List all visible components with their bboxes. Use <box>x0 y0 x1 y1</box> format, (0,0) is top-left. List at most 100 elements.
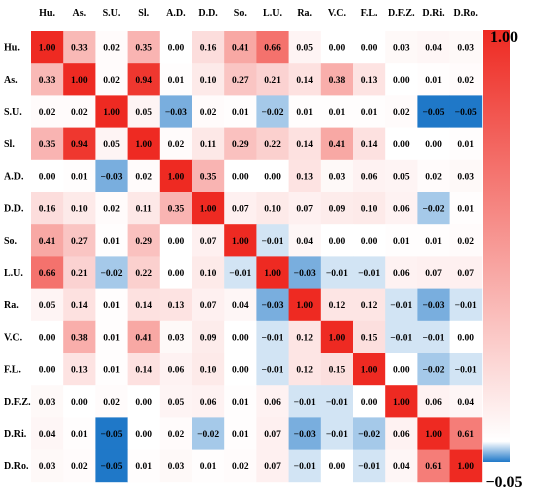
column-label: L.U. <box>263 8 282 19</box>
heatmap-cell <box>320 320 354 354</box>
cell-value: 0.00 <box>329 44 346 54</box>
heatmap-cell <box>320 353 354 386</box>
heatmap-cell <box>31 224 64 257</box>
heatmap-cell <box>95 63 128 96</box>
cell-value: 0.27 <box>232 76 249 86</box>
heatmap-cell <box>159 256 193 289</box>
cell-value: 0.12 <box>361 301 378 311</box>
heatmap-cell <box>31 353 64 386</box>
heatmap-cell <box>224 353 257 386</box>
cell-value: 1.00 <box>361 366 378 376</box>
heatmap-cell <box>63 224 96 257</box>
cell-value: 0.01 <box>457 205 474 215</box>
cell-value: 0.04 <box>39 430 56 440</box>
cell-value: 0.00 <box>393 140 410 150</box>
cell-value: 0.03 <box>168 462 185 472</box>
cell-value: 0.10 <box>361 205 378 215</box>
heatmap-cell <box>63 159 96 193</box>
heatmap-cell <box>95 159 128 193</box>
cell-value: 0.16 <box>200 44 217 54</box>
cell-value: 0.06 <box>393 430 410 440</box>
heatmap-cell <box>417 95 450 128</box>
cell-value: 0.05 <box>296 44 313 54</box>
heatmap-cell <box>224 192 257 225</box>
heatmap-cell <box>256 320 289 354</box>
heatmap-cell <box>63 417 96 450</box>
heatmap-cell <box>159 353 193 386</box>
column-label: So. <box>234 8 248 19</box>
heatmap-cell <box>127 385 161 418</box>
cell-value: −0.01 <box>422 333 444 343</box>
cell-value: 0.04 <box>425 44 442 54</box>
heatmap-cell <box>353 256 386 289</box>
heatmap-cell <box>31 95 64 128</box>
heatmap-cell <box>320 127 354 161</box>
heatmap-cell <box>320 95 354 128</box>
heatmap-cell <box>63 256 96 289</box>
row-label: V.C. <box>4 332 23 343</box>
heatmap-cell <box>449 385 483 418</box>
cell-value: −0.01 <box>390 333 412 343</box>
cell-value: 0.02 <box>232 462 249 472</box>
cell-value: −0.01 <box>358 269 380 279</box>
heatmap-cell <box>256 31 289 64</box>
cell-value: 1.00 <box>103 108 120 118</box>
cell-value: 0.13 <box>168 301 185 311</box>
cell-value: 0.00 <box>168 44 185 54</box>
heatmap-cell <box>159 127 193 161</box>
heatmap-cell <box>31 159 64 193</box>
cell-value: −0.05 <box>100 430 122 440</box>
cell-value: 0.29 <box>232 140 249 150</box>
heatmap-cell <box>417 31 450 64</box>
heatmap-cell <box>192 192 225 225</box>
heatmap-cell <box>353 288 386 322</box>
heatmap-cell <box>288 63 322 96</box>
heatmap-cell <box>256 256 289 289</box>
cell-value: −0.05 <box>100 462 122 472</box>
heatmap-cell <box>224 320 257 354</box>
heatmap-cell <box>320 449 354 483</box>
cell-value: 0.01 <box>296 108 313 118</box>
heatmap-cell <box>63 127 96 161</box>
cell-value: 0.02 <box>103 44 120 54</box>
cell-value: 0.01 <box>200 462 217 472</box>
cell-value: 0.16 <box>39 205 56 215</box>
cell-value: 0.38 <box>329 76 346 86</box>
cell-value: 1.00 <box>425 430 442 440</box>
cell-value: 0.05 <box>393 172 410 182</box>
cell-value: 0.04 <box>393 462 410 472</box>
heatmap-cell <box>127 127 161 161</box>
row-label: As. <box>4 75 18 86</box>
heatmap-cell <box>31 417 64 450</box>
cell-value: 0.01 <box>103 366 120 376</box>
heatmap-cell <box>288 127 322 161</box>
heatmap-cell <box>288 288 322 322</box>
column-label: D.D. <box>198 8 218 19</box>
heatmap-cell <box>417 159 450 193</box>
heatmap-cell <box>127 449 161 483</box>
cell-value: −0.02 <box>261 108 283 118</box>
cell-value: 1.00 <box>232 237 249 247</box>
cell-value: 0.02 <box>71 108 88 118</box>
heatmap-cell <box>449 95 483 128</box>
cell-value: 0.00 <box>168 237 185 247</box>
heatmap-cell <box>192 224 225 257</box>
heatmap-cell <box>127 31 161 64</box>
heatmap-cells: 1.00 0.33 0.02 0.35 0.00 0.16 0.41 0.66 0.05 0.00… <box>31 31 483 483</box>
cell-value: 0.05 <box>168 398 185 408</box>
heatmap-cell <box>192 385 225 418</box>
heatmap-cell <box>224 127 257 161</box>
heatmap-cell <box>449 63 483 96</box>
cell-value: 0.03 <box>393 44 410 54</box>
heatmap-cell <box>353 320 386 354</box>
heatmap-cell <box>288 224 322 257</box>
cell-value: −0.01 <box>326 430 348 440</box>
heatmap-cell <box>449 417 483 450</box>
cell-value: −0.03 <box>100 172 122 182</box>
row-label: D.F.Z. <box>4 397 31 408</box>
cell-value: 0.01 <box>329 108 346 118</box>
heatmap-cell <box>224 31 257 64</box>
heatmap-cell <box>417 353 450 386</box>
cell-value: 0.10 <box>200 366 217 376</box>
